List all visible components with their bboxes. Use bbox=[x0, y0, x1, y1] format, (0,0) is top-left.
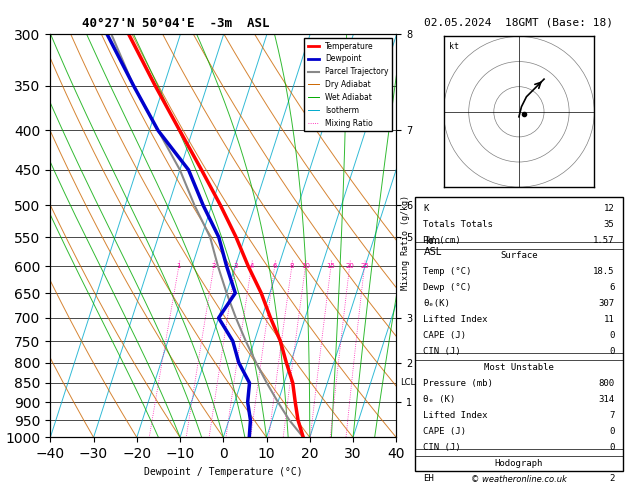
Text: Mixing Ratio (g/kg): Mixing Ratio (g/kg) bbox=[401, 195, 410, 291]
Text: 4: 4 bbox=[249, 263, 253, 269]
Text: EH: EH bbox=[423, 474, 434, 484]
Text: 0: 0 bbox=[609, 331, 615, 340]
Text: Hodograph: Hodograph bbox=[495, 458, 543, 468]
Text: LCL: LCL bbox=[400, 379, 415, 387]
Text: 800: 800 bbox=[598, 379, 615, 388]
Text: Lifted Index: Lifted Index bbox=[423, 315, 488, 324]
Text: 314: 314 bbox=[598, 395, 615, 404]
Text: Totals Totals: Totals Totals bbox=[423, 220, 493, 228]
Text: 6: 6 bbox=[609, 283, 615, 292]
X-axis label: Dewpoint / Temperature (°C): Dewpoint / Temperature (°C) bbox=[144, 467, 303, 477]
Text: Most Unstable: Most Unstable bbox=[484, 363, 554, 372]
Text: 10: 10 bbox=[301, 263, 310, 269]
Text: CAPE (J): CAPE (J) bbox=[423, 331, 467, 340]
Text: 2: 2 bbox=[211, 263, 216, 269]
Text: Dewp (°C): Dewp (°C) bbox=[423, 283, 472, 292]
Text: K: K bbox=[423, 204, 429, 213]
Text: 15: 15 bbox=[326, 263, 335, 269]
Text: 6: 6 bbox=[272, 263, 277, 269]
Text: 25: 25 bbox=[360, 263, 369, 269]
Text: 40°27'N 50°04'E  -3m  ASL: 40°27'N 50°04'E -3m ASL bbox=[82, 17, 270, 30]
Text: Pressure (mb): Pressure (mb) bbox=[423, 379, 493, 388]
Text: 35: 35 bbox=[604, 220, 615, 228]
Text: PW (cm): PW (cm) bbox=[423, 236, 461, 244]
Y-axis label: km
ASL: km ASL bbox=[424, 236, 442, 257]
Text: Surface: Surface bbox=[500, 251, 538, 260]
Text: 11: 11 bbox=[604, 315, 615, 324]
Text: Lifted Index: Lifted Index bbox=[423, 411, 488, 420]
Text: 2: 2 bbox=[609, 474, 615, 484]
Text: 307: 307 bbox=[598, 299, 615, 308]
Text: © weatheronline.co.uk: © weatheronline.co.uk bbox=[471, 475, 567, 484]
Text: 0: 0 bbox=[609, 443, 615, 451]
Text: 12: 12 bbox=[604, 204, 615, 213]
Text: Temp (°C): Temp (°C) bbox=[423, 267, 472, 277]
Text: θₑ(K): θₑ(K) bbox=[423, 299, 450, 308]
Text: θₑ (K): θₑ (K) bbox=[423, 395, 455, 404]
Text: 0: 0 bbox=[609, 347, 615, 356]
Text: CAPE (J): CAPE (J) bbox=[423, 427, 467, 435]
Text: 1.57: 1.57 bbox=[593, 236, 615, 244]
Text: 3: 3 bbox=[233, 263, 238, 269]
Legend: Temperature, Dewpoint, Parcel Trajectory, Dry Adiabat, Wet Adiabat, Isotherm, Mi: Temperature, Dewpoint, Parcel Trajectory… bbox=[304, 38, 392, 131]
Text: kt: kt bbox=[448, 42, 459, 51]
Text: 8: 8 bbox=[289, 263, 294, 269]
Text: 0: 0 bbox=[609, 427, 615, 435]
Text: 02.05.2024  18GMT (Base: 18): 02.05.2024 18GMT (Base: 18) bbox=[425, 17, 613, 27]
Text: 1: 1 bbox=[177, 263, 181, 269]
Text: 7: 7 bbox=[609, 411, 615, 420]
Text: CIN (J): CIN (J) bbox=[423, 347, 461, 356]
Text: 18.5: 18.5 bbox=[593, 267, 615, 277]
Text: CIN (J): CIN (J) bbox=[423, 443, 461, 451]
Text: 20: 20 bbox=[345, 263, 354, 269]
